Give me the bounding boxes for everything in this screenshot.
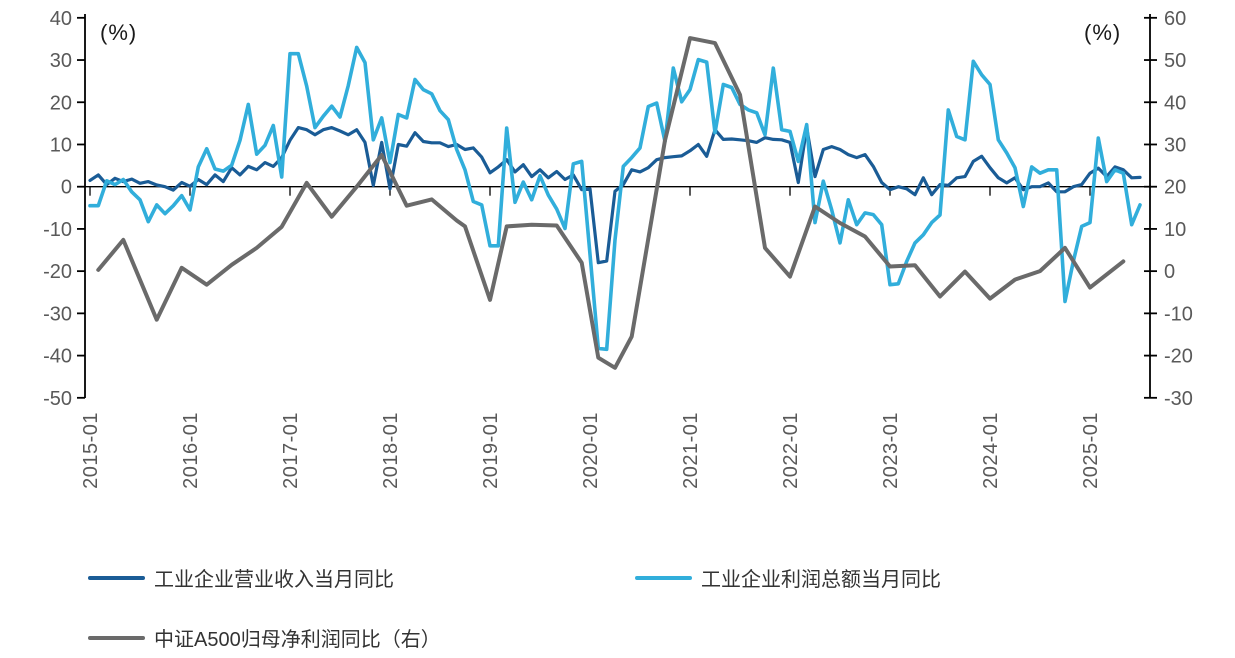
legend-item: 中证A500归母净利润同比（右） [88, 623, 635, 652]
right-axis-tick-label: 60 [1164, 8, 1186, 30]
legend-item: 工业企业营业收入当月同比 [88, 563, 635, 592]
chart-legend: 工业企业营业收入当月同比 工业企业利润总额当月同比中证A500归母净利润同比（右） [88, 563, 1188, 658]
a500-netprofit-yoy-line [96, 36, 1126, 370]
profit-yoy-line [88, 45, 1142, 352]
left-axis-tick-label: 40 [50, 8, 72, 30]
x-axis-tick-label: 2024-01 [980, 412, 1002, 489]
x-axis-tick-label: 2018-01 [380, 412, 402, 489]
x-axis-tick-label: 2020-01 [580, 412, 602, 489]
x-axis-tick-label: 2025-01 [1080, 412, 1102, 489]
x-axis-tick-label: 2017-01 [280, 412, 302, 489]
left-axis-tick-label: -10 [43, 219, 72, 241]
legend-row: 工业企业营业收入当月同比 工业企业利润总额当月同比 [88, 563, 1188, 592]
x-axis-tick-label: 2021-01 [680, 412, 702, 489]
right-axis-unit-label: (%) [1084, 20, 1122, 45]
legend-item: 工业企业利润总额当月同比 [635, 563, 1182, 592]
right-axis-tick-label: 40 [1164, 92, 1186, 114]
left-axis-tick-label: -50 [43, 388, 72, 410]
x-axis-tick-label: 2016-01 [180, 412, 202, 489]
right-axis-tick-label: -10 [1164, 303, 1193, 325]
x-axis-tick-label: 2023-01 [880, 412, 902, 489]
legend-label: 中证A500归母净利润同比（右） [154, 629, 441, 651]
legend-label: 工业企业利润总额当月同比 [701, 569, 941, 591]
left-axis-tick-label: 20 [50, 92, 72, 114]
x-axis-tick-label: 2015-01 [80, 412, 102, 489]
left-axis-tick-label: 0 [61, 177, 72, 199]
left-axis-tick-label: -30 [43, 303, 72, 325]
x-axis-tick-label: 2022-01 [780, 412, 802, 489]
left-axis-unit-label: (%) [100, 20, 138, 45]
left-axis-tick-label: 10 [50, 134, 72, 156]
right-axis-tick-label: -30 [1164, 388, 1193, 410]
right-axis-tick-label: -20 [1164, 346, 1193, 368]
legend-swatch-icon [635, 575, 692, 580]
right-axis-tick-label: 20 [1164, 177, 1186, 199]
legend-swatch-icon [88, 575, 145, 580]
x-axis-tick-label: 2019-01 [480, 412, 502, 489]
left-axis-tick-label: -20 [43, 261, 72, 283]
right-axis-tick-label: 0 [1164, 261, 1175, 283]
right-axis-tick-label: 30 [1164, 134, 1186, 156]
legend-swatch-icon [88, 635, 145, 640]
revenue-yoy-line [88, 125, 1142, 265]
legend-label: 工业企业营业收入当月同比 [154, 569, 394, 591]
left-axis-tick-label: 30 [50, 50, 72, 72]
legend-row: 中证A500归母净利润同比（右） [88, 623, 1188, 652]
left-axis-tick-label: -40 [43, 346, 72, 368]
right-axis-tick-label: 50 [1164, 50, 1186, 72]
line-chart: 40 30 20 10 0 -10 -20 -30 -40 -50 60 50 40 30 20 10 0 -10… [43, 8, 1193, 489]
right-axis-tick-label: 10 [1164, 219, 1186, 241]
